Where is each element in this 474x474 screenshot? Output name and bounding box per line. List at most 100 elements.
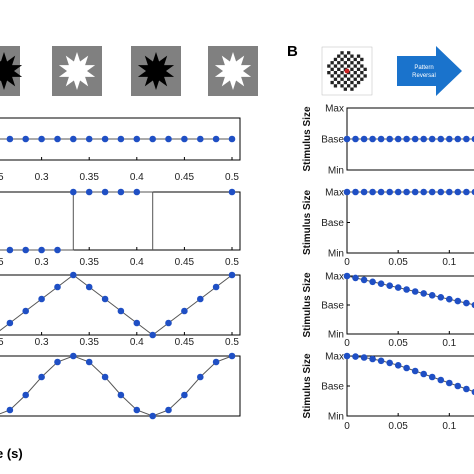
data-point (352, 353, 359, 360)
data-point (403, 188, 410, 196)
data-point (386, 282, 394, 290)
data-point (437, 135, 445, 143)
data-point (54, 358, 61, 366)
data-point (446, 135, 453, 143)
data-point (70, 135, 77, 143)
data-point (386, 135, 394, 143)
data-point (420, 370, 428, 378)
data-point (70, 188, 77, 196)
x-tick-label: 0.45 (175, 337, 195, 348)
axes-frame (346, 191, 474, 254)
chart-panel-a-row1: 25 0.3 0.35 0.4 0.45 0.5 (0, 117, 241, 183)
black-star-icon (0, 46, 23, 96)
data-point (437, 188, 445, 196)
data-point (343, 272, 351, 280)
x-tick-label: 0.5 (225, 337, 239, 348)
data-point (437, 294, 445, 301)
data-point (101, 373, 109, 381)
data-point (394, 284, 402, 291)
series-line (0, 355, 233, 417)
data-point (212, 358, 220, 366)
data-point (411, 288, 419, 295)
x-tick-label: 0.4 (130, 172, 144, 183)
series-line (0, 191, 154, 251)
x-tick-label: 0.45 (175, 257, 195, 268)
data-point (22, 135, 30, 143)
data-point (38, 373, 45, 381)
data-point (403, 364, 410, 372)
data-point (70, 271, 77, 279)
data-point (101, 135, 109, 143)
x-tick-label: 25 (0, 337, 4, 348)
data-point (54, 246, 61, 254)
data-point (38, 135, 45, 143)
data-point (471, 388, 474, 396)
y-tick-label: Max (325, 104, 344, 115)
axes-frame (346, 275, 474, 335)
x-tick-label: 25 (0, 257, 4, 268)
data-point (181, 135, 188, 143)
data-point (54, 283, 61, 291)
data-point (454, 188, 462, 196)
x-tick-label: 0.3 (35, 337, 49, 348)
left-x-axis-label: e (s) (0, 446, 23, 461)
data-point (386, 359, 394, 367)
data-point (360, 135, 368, 143)
x-tick-label: 0.1 (442, 421, 456, 432)
data-point (133, 406, 141, 414)
x-tick-label: 0 (344, 338, 350, 349)
data-point (117, 135, 125, 143)
data-point (22, 391, 30, 399)
axes-frame (0, 191, 241, 251)
chart-panel-a-row4 (0, 352, 241, 420)
x-tick-label: 0 (344, 257, 350, 268)
axes-frame (0, 355, 241, 417)
arrow-label-line1: Pattern (414, 65, 433, 71)
data-point (228, 271, 236, 279)
data-point (360, 354, 368, 361)
data-point (101, 295, 109, 303)
data-point (6, 406, 14, 414)
y-axis-label: Stimulus Size (302, 353, 313, 418)
data-point (471, 188, 474, 196)
data-point (149, 412, 156, 420)
data-point (428, 188, 436, 196)
data-point (394, 362, 402, 369)
data-point (85, 188, 93, 196)
y-tick-label: Max (325, 188, 344, 199)
pattern-reversal-arrow-icon: Pattern Reversal (397, 46, 462, 96)
data-point (165, 319, 172, 327)
panel-letter-b: B (287, 43, 298, 60)
data-point (6, 135, 14, 143)
data-point (352, 135, 359, 143)
data-point (377, 135, 385, 143)
chart-panels: 25 0.3 0.35 0.4 0.45 0.5 Stimulus Size Max Base M… (0, 100, 474, 474)
white-star-icon (208, 46, 258, 96)
data-point (181, 391, 188, 399)
chart-panel-a-row2: 25 0.3 0.35 0.4 0.45 0.5 (0, 188, 241, 268)
data-point (181, 307, 188, 315)
data-point (117, 391, 125, 399)
data-point (360, 276, 368, 284)
y-axis-label: Stimulus Size (302, 190, 313, 255)
stimulus-icons (0, 46, 258, 96)
data-point (394, 188, 402, 196)
data-point (197, 295, 204, 303)
data-point (117, 307, 125, 315)
y-tick-label: Min (328, 330, 344, 341)
y-axis-label: Stimulus Size (302, 106, 313, 171)
data-point (420, 188, 428, 196)
data-point (343, 188, 351, 196)
data-point (117, 188, 125, 196)
x-tick-label: 25 (0, 172, 4, 183)
data-point (454, 297, 462, 305)
y-axis-label: Stimulus Size (302, 272, 313, 337)
data-point (471, 301, 474, 309)
data-point (428, 292, 436, 299)
data-point (197, 373, 204, 381)
data-point (454, 135, 462, 143)
data-point (6, 246, 14, 254)
x-tick-label: 0.5 (225, 172, 239, 183)
